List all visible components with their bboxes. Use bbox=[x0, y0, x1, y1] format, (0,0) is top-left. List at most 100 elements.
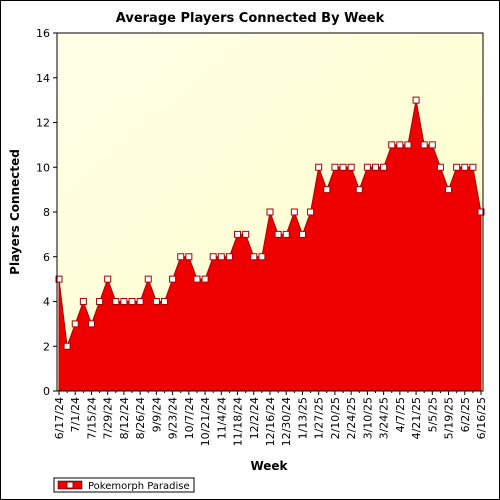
data-point bbox=[298, 230, 306, 238]
data-point bbox=[144, 275, 152, 283]
x-tick-label: 6/17/24 bbox=[53, 397, 66, 439]
legend[interactable]: Pokemorph Paradise bbox=[53, 477, 195, 493]
y-tick-label: 14 bbox=[36, 72, 50, 85]
data-point bbox=[120, 298, 128, 305]
data-point bbox=[169, 275, 177, 283]
data-point bbox=[250, 253, 258, 261]
data-point bbox=[453, 163, 461, 171]
data-point bbox=[445, 186, 453, 194]
data-point bbox=[79, 298, 87, 305]
y-tick-label: 2 bbox=[43, 340, 50, 353]
y-axis-title: Players Connected bbox=[8, 149, 22, 275]
x-tick-label: 8/12/24 bbox=[118, 397, 131, 439]
data-point bbox=[161, 298, 168, 305]
x-tick-label: 7/1/24 bbox=[69, 397, 82, 432]
x-tick-label: 12/16/24 bbox=[264, 397, 277, 446]
y-tick-label: 8 bbox=[43, 206, 50, 219]
x-tick-label: 7/29/24 bbox=[102, 397, 115, 439]
y-tick-label: 16 bbox=[36, 27, 50, 40]
data-point bbox=[436, 163, 444, 171]
legend-marker bbox=[66, 481, 74, 489]
data-point bbox=[388, 141, 396, 149]
x-tick-label: 1/27/25 bbox=[313, 397, 326, 439]
data-point bbox=[477, 208, 485, 216]
x-tick-label: 3/24/25 bbox=[378, 397, 391, 439]
x-tick-label: 4/7/25 bbox=[394, 397, 407, 432]
data-point bbox=[209, 253, 217, 261]
data-point bbox=[242, 230, 250, 238]
y-tick-label: 6 bbox=[43, 251, 50, 264]
data-point bbox=[282, 230, 290, 238]
x-tick-label: 7/15/24 bbox=[85, 397, 98, 439]
data-point bbox=[404, 141, 412, 149]
y-tick-label: 4 bbox=[43, 296, 50, 309]
x-tick-label: 12/30/24 bbox=[280, 397, 293, 446]
x-tick-label: 12/2/24 bbox=[248, 397, 261, 439]
y-tick-label: 0 bbox=[43, 385, 50, 398]
x-tick-label: 6/2/25 bbox=[459, 397, 472, 432]
data-point bbox=[412, 96, 420, 104]
data-point bbox=[274, 230, 282, 238]
data-point bbox=[331, 163, 339, 171]
data-point bbox=[420, 141, 428, 149]
data-point bbox=[193, 275, 201, 283]
data-point bbox=[355, 186, 363, 194]
data-point bbox=[428, 141, 436, 149]
data-point bbox=[55, 275, 63, 283]
x-tick-label: 5/19/25 bbox=[443, 397, 456, 439]
data-point bbox=[96, 298, 104, 305]
x-tick-label: 10/21/24 bbox=[199, 397, 212, 446]
data-point bbox=[185, 253, 193, 261]
y-tick-label: 10 bbox=[36, 161, 50, 174]
x-tick-label: 3/10/25 bbox=[361, 397, 374, 439]
data-point bbox=[225, 253, 233, 261]
data-point bbox=[217, 253, 225, 261]
data-point bbox=[266, 208, 274, 216]
data-point bbox=[258, 253, 266, 261]
data-point bbox=[87, 320, 95, 328]
y-tick-label: 12 bbox=[36, 117, 50, 130]
data-point bbox=[339, 163, 347, 171]
x-tick-label: 4/21/25 bbox=[410, 397, 423, 439]
x-tick-label: 2/24/25 bbox=[345, 397, 358, 439]
legend-label: Pokemorph Paradise bbox=[88, 481, 190, 492]
data-point bbox=[234, 230, 242, 238]
data-point bbox=[323, 186, 331, 194]
data-point bbox=[307, 208, 315, 216]
data-point bbox=[128, 298, 136, 305]
series-marker-layer bbox=[55, 96, 485, 350]
data-point bbox=[290, 208, 298, 216]
x-tick-label: 2/10/25 bbox=[329, 397, 342, 439]
data-point bbox=[380, 163, 388, 171]
x-tick-label: 6/16/25 bbox=[475, 397, 488, 439]
data-point bbox=[315, 163, 323, 171]
x-tick-label: 5/5/25 bbox=[426, 397, 439, 432]
legend-box bbox=[53, 477, 195, 493]
data-point bbox=[201, 275, 209, 283]
data-point bbox=[372, 163, 379, 171]
data-point bbox=[396, 141, 404, 149]
x-tick-label: 9/9/24 bbox=[150, 397, 163, 432]
data-point bbox=[347, 163, 355, 171]
data-point bbox=[136, 298, 144, 305]
data-point bbox=[177, 253, 185, 261]
data-point bbox=[112, 298, 120, 305]
x-tick-label: 11/4/24 bbox=[215, 397, 228, 439]
y-axis: 0 2 4 6 8 10 12 14 16 bbox=[36, 27, 57, 398]
x-axis-title: Week bbox=[250, 459, 288, 473]
data-point bbox=[469, 163, 477, 171]
x-tick-label: 9/23/24 bbox=[167, 397, 180, 439]
data-point bbox=[461, 163, 469, 171]
data-point bbox=[152, 298, 160, 305]
data-point bbox=[71, 320, 79, 328]
x-tick-label: 11/18/24 bbox=[232, 397, 245, 446]
data-point bbox=[63, 342, 71, 350]
chart-title: Average Players Connected By Week bbox=[116, 11, 385, 26]
x-tick-label: 1/13/25 bbox=[296, 397, 309, 439]
data-point bbox=[104, 275, 112, 283]
x-axis: 6/17/24 7/1/24 7/15/24 7/29/24 8/12/24 8/26/2… bbox=[53, 391, 488, 446]
data-point bbox=[363, 163, 371, 171]
x-tick-label: 8/26/24 bbox=[134, 397, 147, 439]
